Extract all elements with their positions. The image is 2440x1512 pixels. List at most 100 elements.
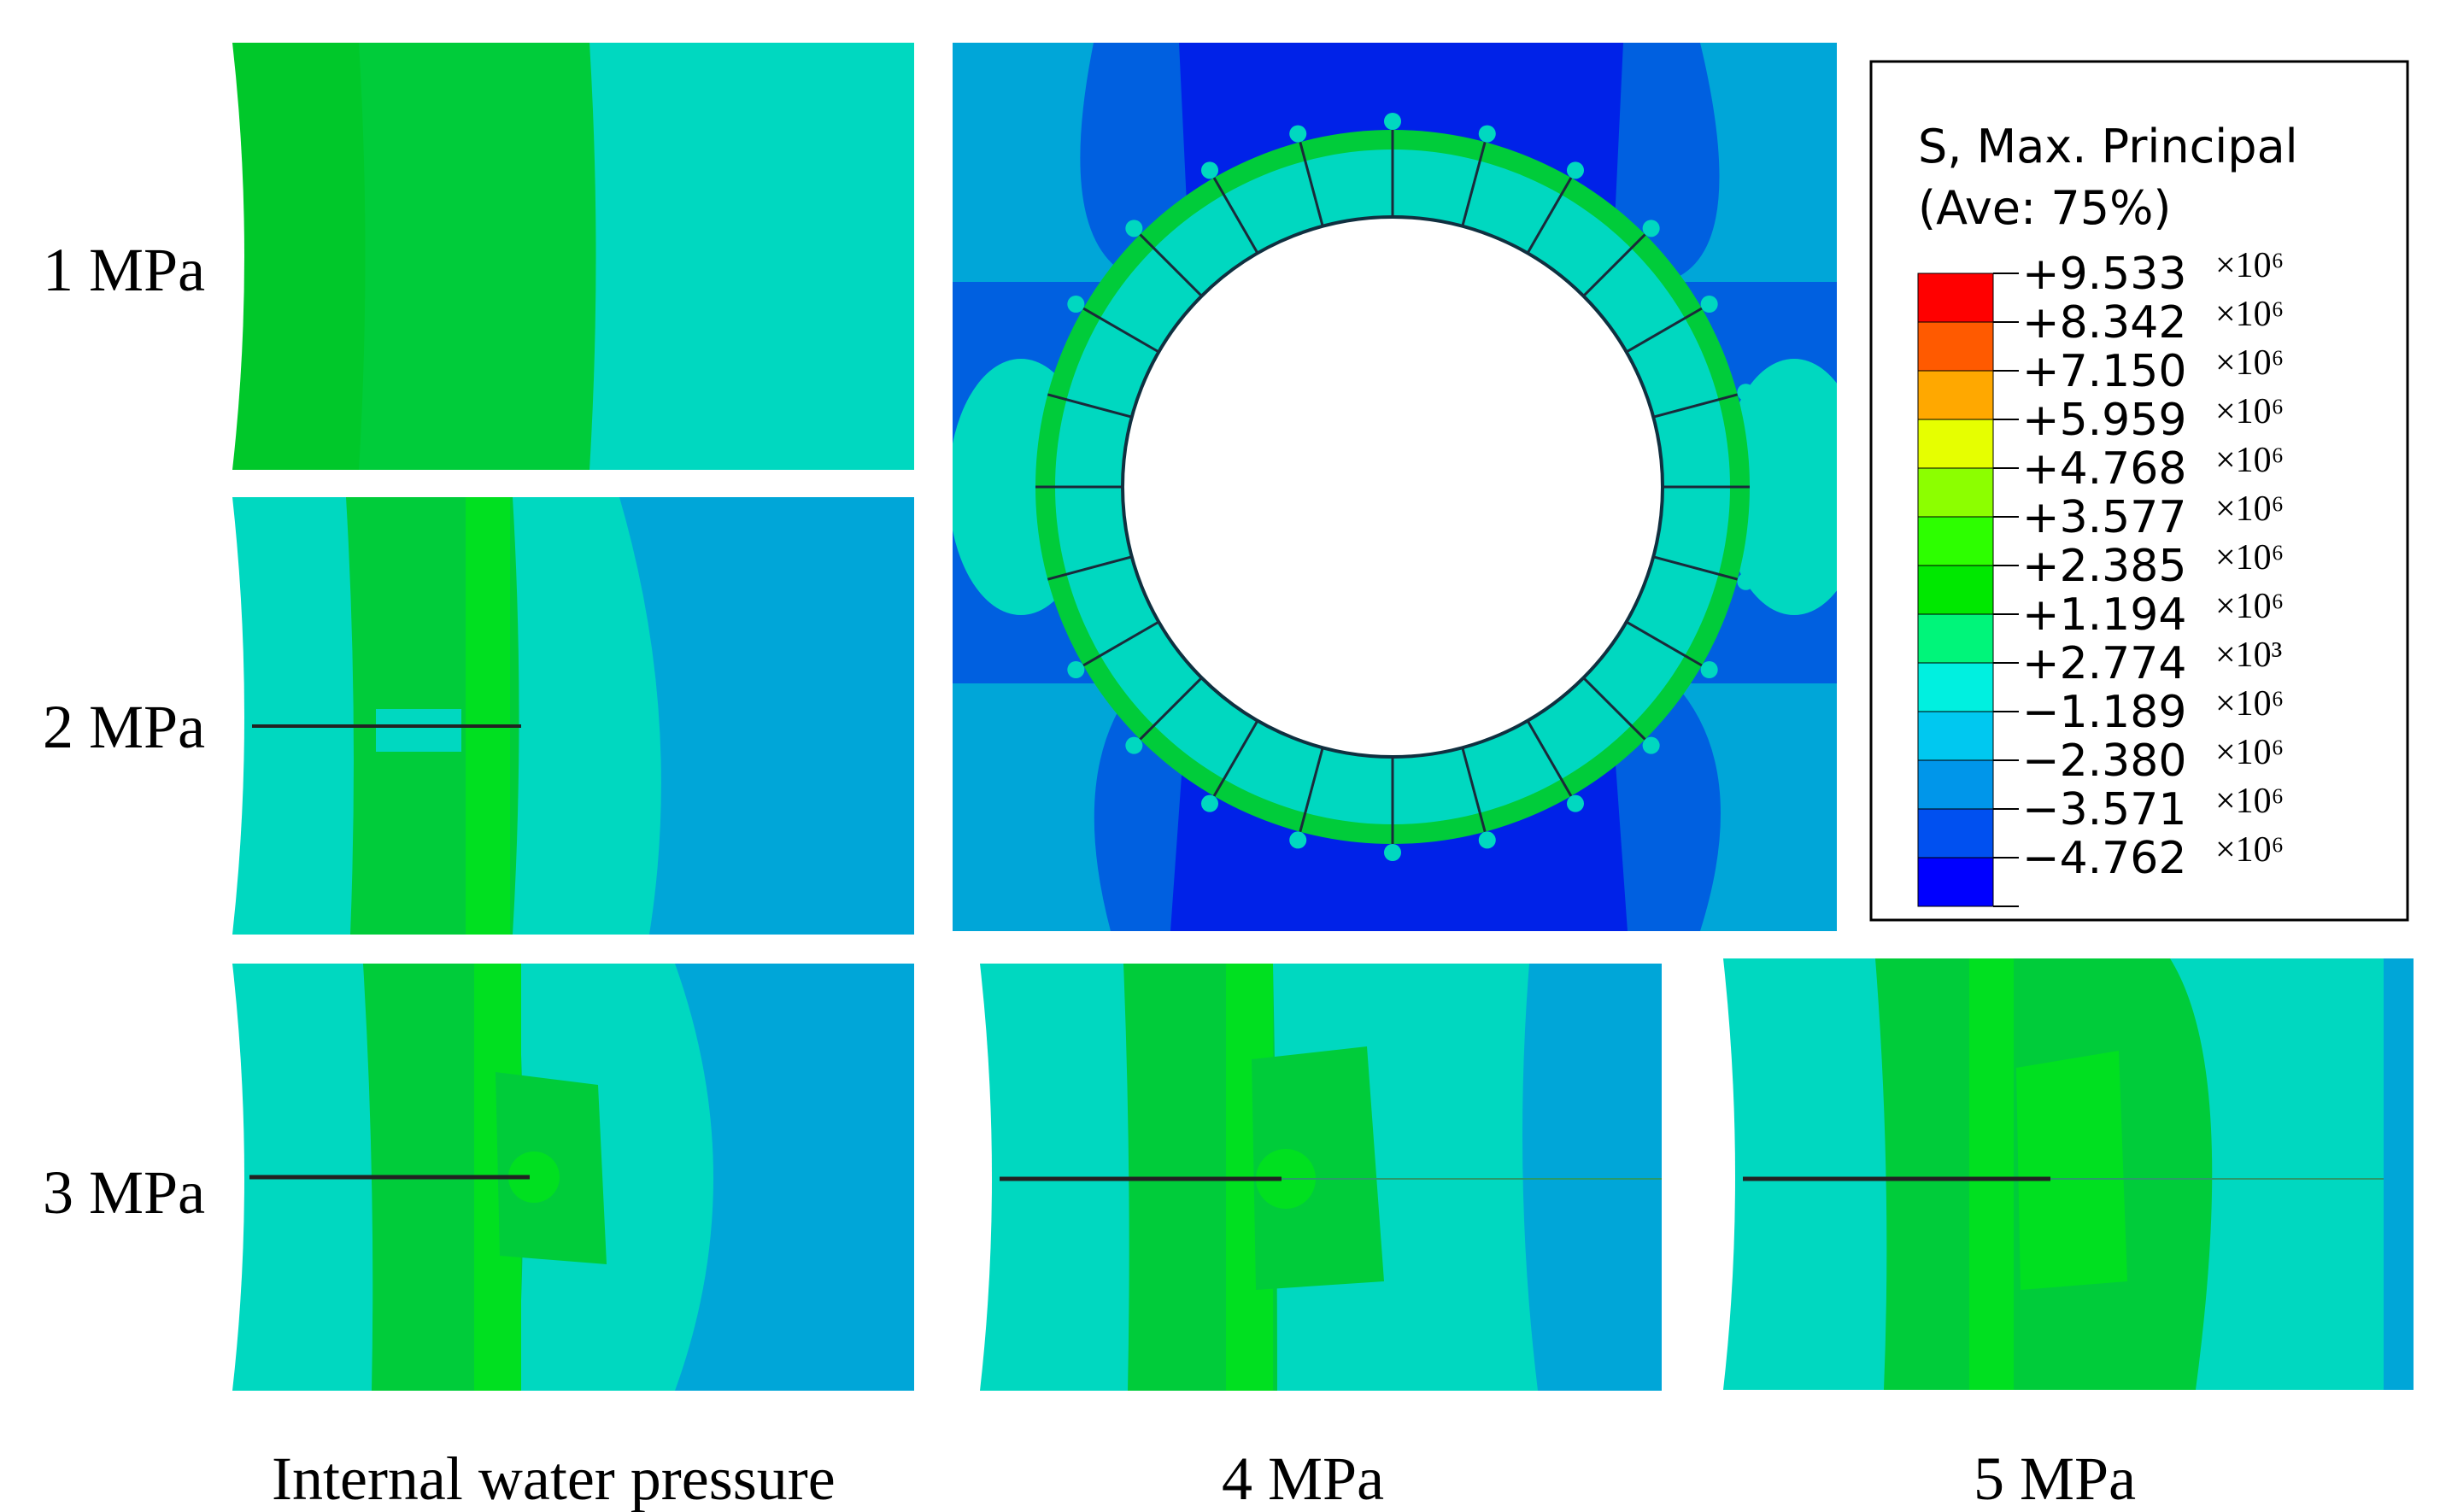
segment-joint: [1625, 307, 1703, 354]
panel-5mpa: [1721, 958, 2414, 1390]
panel-2mpa: [231, 497, 914, 935]
legend-title-line2: (Ave: 75%): [1918, 181, 2171, 235]
bolt-marker: [1478, 831, 1496, 849]
segment-joint: [1625, 620, 1703, 667]
bolt-marker: [1201, 794, 1218, 812]
segment-joint: [1047, 555, 1133, 581]
panel-label-2mpa: 2 MPa: [43, 693, 205, 761]
bolt-marker: [1567, 794, 1584, 812]
segment-joint: [1082, 307, 1160, 354]
panel-4mpa: [978, 964, 1662, 1391]
bolt-marker: [1125, 220, 1143, 237]
legend-exponent: ×10⁶: [2215, 441, 2284, 480]
bolt-marker: [1700, 661, 1718, 678]
legend-title-line1: S, Max. Principal: [1918, 120, 2298, 173]
segment-joint: [1139, 233, 1203, 297]
legend-color-band: [1917, 419, 1994, 469]
legend-value: +5.959: [2022, 395, 2186, 446]
panel-5mpa-inner-edge: [1717, 958, 1735, 1390]
bolt-marker: [1750, 478, 1767, 495]
bolt-marker: [1201, 161, 1218, 179]
bolt-marker: [1018, 478, 1035, 495]
legend-value: +1.194: [2022, 589, 2186, 641]
bolt-marker: [1289, 831, 1307, 849]
tunnel-ring-model: [953, 43, 1837, 931]
bolt-marker: [1642, 220, 1660, 237]
legend-color-band: [1917, 273, 1994, 323]
panel-1mpa: [231, 43, 914, 470]
segment-joint: [1139, 677, 1203, 741]
panel-2mpa-inner-edge: [226, 497, 244, 935]
bolt-marker: [1737, 384, 1755, 401]
bolt-marker: [1700, 296, 1718, 313]
segment-joint: [1526, 177, 1573, 255]
panel-label-1mpa: 1 MPa: [43, 236, 205, 304]
segment-joint: [1461, 747, 1487, 833]
legend-exponent: ×10⁶: [2215, 733, 2284, 772]
legend-value: +2.774: [2022, 638, 2186, 689]
legend-value: +2.385: [2022, 541, 2186, 592]
panel-3mpa-inner-edge: [226, 964, 244, 1391]
segment-joint: [1299, 141, 1324, 227]
legend-color-band: [1917, 808, 1994, 859]
segment-joint: [1582, 677, 1646, 741]
legend-exponent: ×10⁶: [2215, 587, 2284, 626]
legend-color-band: [1917, 662, 1994, 712]
panel-4mpa-inner-edge: [974, 964, 992, 1391]
legend: S, Max. Principal (Ave: 75%) +9.533 ×10⁶ +…: [1869, 60, 2409, 922]
legend-exponent: ×10⁶: [2215, 392, 2284, 431]
legend-value: +9.533: [2022, 249, 2186, 300]
legend-color-band: [1917, 370, 1994, 420]
legend-color-band: [1917, 467, 1994, 518]
panel-3mpa: [231, 964, 914, 1391]
legend-color-band: [1917, 857, 1994, 907]
legend-value: +7.150: [2022, 346, 2186, 397]
legend-color-band: [1917, 321, 1994, 372]
segment-joint: [1461, 141, 1487, 227]
bolt-marker: [1384, 844, 1401, 861]
legend-exponent: ×10⁶: [2215, 246, 2284, 285]
bolt-marker: [1067, 661, 1085, 678]
bolt-marker: [1125, 736, 1143, 754]
legend-exponent: ×10⁶: [2215, 489, 2284, 529]
segment-joint: [1212, 177, 1259, 255]
legend-value: +3.577: [2022, 492, 2186, 543]
bolt-marker: [1289, 125, 1307, 143]
segment-joint: [1582, 233, 1646, 297]
figure-caption: Internal water pressure: [272, 1445, 836, 1512]
bolt-marker: [1478, 125, 1496, 143]
legend-value: +8.342: [2022, 297, 2186, 349]
bolt-marker: [1030, 384, 1048, 401]
segment-joint: [1652, 555, 1739, 581]
legend-value: −1.189: [2022, 687, 2186, 738]
legend-exponent: ×10³: [2215, 636, 2282, 675]
legend-exponent: ×10⁶: [2215, 684, 2284, 724]
bolt-marker: [1737, 572, 1755, 590]
legend-exponent: ×10⁶: [2215, 295, 2284, 334]
segment-joint: [1047, 393, 1133, 419]
legend-exponent: ×10⁶: [2215, 538, 2284, 577]
legend-value: −4.762: [2022, 833, 2186, 884]
panel-label-3mpa: 3 MPa: [43, 1158, 205, 1227]
legend-color-band: [1917, 565, 1994, 615]
bolt-marker: [1067, 296, 1085, 313]
panel-label-5mpa: 5 MPa: [1974, 1445, 2136, 1512]
segment-joint: [1526, 719, 1573, 797]
legend-color-band: [1917, 613, 1994, 664]
bolt-marker: [1030, 572, 1048, 590]
legend-value: −2.380: [2022, 735, 2186, 787]
segment-joint: [1212, 719, 1259, 797]
legend-color-band: [1917, 516, 1994, 566]
legend-value: −3.571: [2022, 784, 2186, 835]
legend-exponent: ×10⁶: [2215, 782, 2284, 821]
panel-1mpa-inner-edge: [226, 43, 244, 470]
segment-joint: [1299, 747, 1324, 833]
bolt-marker: [1384, 113, 1401, 130]
legend-value: +4.768: [2022, 443, 2186, 495]
bolt-marker: [1642, 736, 1660, 754]
legend-exponent: ×10⁶: [2215, 343, 2284, 383]
legend-color-band: [1917, 759, 1994, 810]
segment-joint: [1652, 393, 1739, 419]
panel-label-4mpa: 4 MPa: [1222, 1445, 1384, 1512]
